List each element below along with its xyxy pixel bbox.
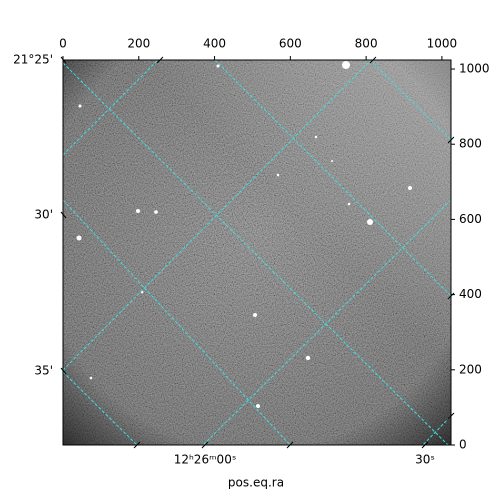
stars xyxy=(76,61,412,408)
frame xyxy=(62,59,452,446)
x-axis-label: pos.eq.ra xyxy=(228,476,284,490)
world-y-tick-label: 35' xyxy=(34,364,53,378)
world-minor-tick xyxy=(447,412,455,420)
x-tick-label: 600 xyxy=(279,37,302,51)
y-tick-label: 800 xyxy=(459,137,482,151)
world-y-tick-label: 30' xyxy=(34,208,53,222)
world-y-tick-label: 21°25' xyxy=(13,53,53,67)
y-tick-label: 0 xyxy=(459,438,467,452)
world-x-tick xyxy=(421,441,429,449)
x-tick-label: 200 xyxy=(127,37,150,51)
y-tick-label: 600 xyxy=(459,212,482,226)
y-tick-label: 200 xyxy=(459,362,482,376)
sky-image xyxy=(63,60,451,445)
world-minor-tick xyxy=(286,441,294,449)
x-tick-label: 800 xyxy=(355,37,378,51)
world-minor-tick xyxy=(447,136,455,144)
world-x-tick-label: 12ʰ26ᵐ00ˢ xyxy=(174,453,237,467)
world-minor-tick xyxy=(447,292,455,300)
world-y-tick xyxy=(60,211,67,219)
coordinate-grid xyxy=(63,60,451,445)
x-tick-label: 400 xyxy=(203,37,226,51)
x-tick-label: 0 xyxy=(59,37,67,51)
world-x-tick xyxy=(201,441,209,449)
world-x-tick-label: 30ˢ xyxy=(415,453,435,467)
y-tick-label: 1000 xyxy=(459,62,490,76)
world-y-tick xyxy=(60,56,67,64)
world-minor-tick xyxy=(369,56,377,64)
x-tick-label: 1000 xyxy=(427,37,458,51)
y-tick-label: 400 xyxy=(459,287,482,301)
world-minor-tick xyxy=(156,56,164,64)
world-y-tick xyxy=(60,367,67,375)
world-minor-tick xyxy=(133,441,141,449)
